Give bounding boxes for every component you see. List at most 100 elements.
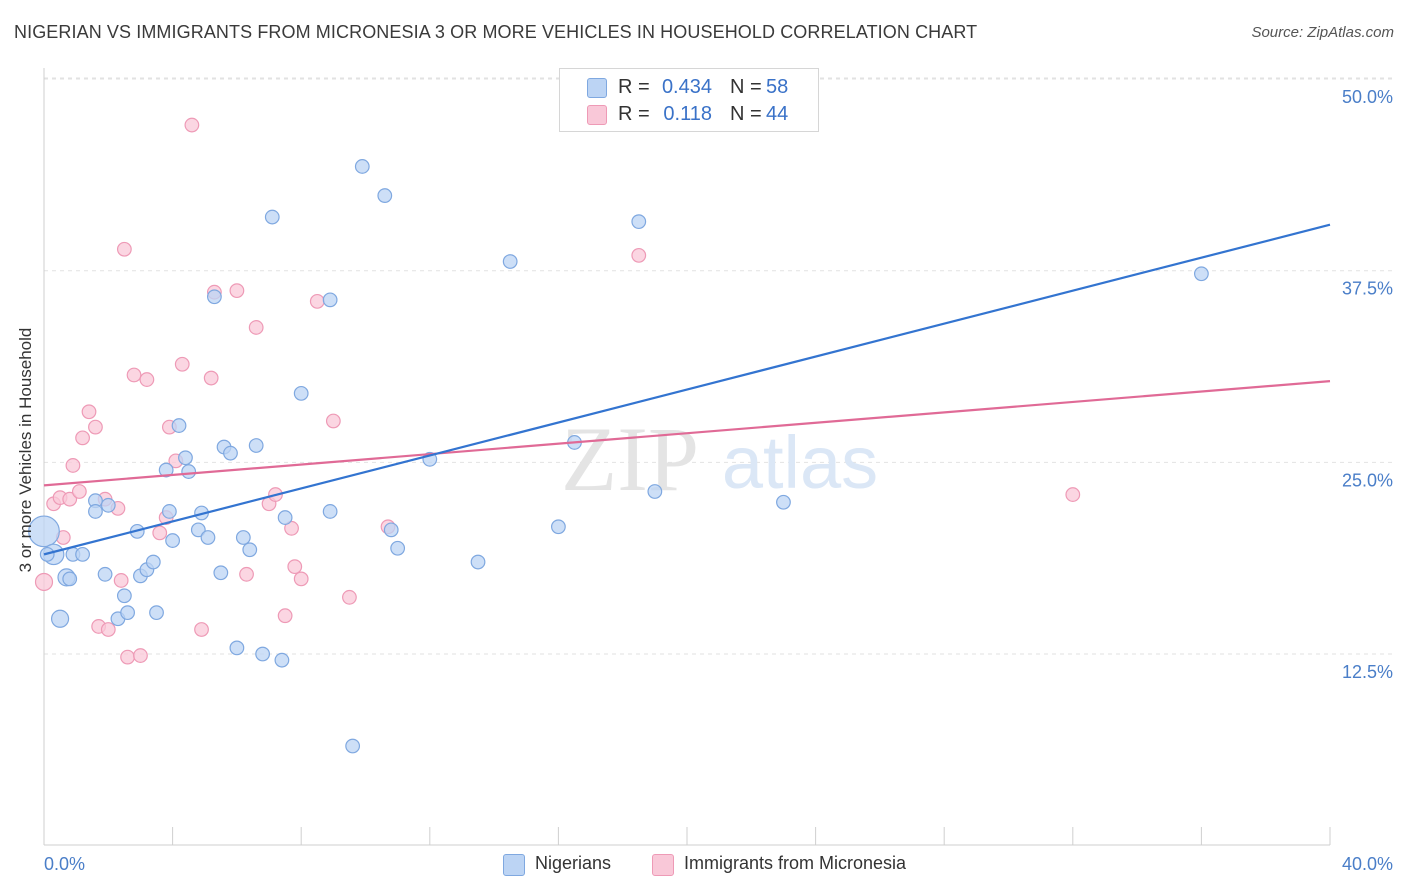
point-micronesia (631, 247, 647, 263)
trend-lines (43, 223, 1331, 556)
point-micronesia (65, 458, 81, 473)
legend-label: Nigerians (535, 853, 612, 873)
tick-labels: 12.5% 25.0% 37.5% 50.0% 0.0% 40.0% (44, 87, 1393, 874)
point-nigerians (470, 554, 486, 570)
source-credit: Source: ZipAtlas.com (1251, 24, 1394, 41)
point-micronesia (116, 241, 132, 257)
point-nigerians (255, 646, 271, 662)
stats-box: R = 0.434 N = 58 R = 0.118 N = 44 (559, 68, 819, 132)
point-nigerians (165, 533, 181, 548)
stats-n-label: N = (730, 103, 762, 125)
y-tick-label: 50.0% (1342, 87, 1393, 107)
point-micronesia (342, 589, 357, 605)
point-nigerians (293, 385, 309, 401)
point-micronesia (309, 293, 325, 309)
point-nigerians (75, 546, 90, 562)
point-nigerians (50, 609, 70, 628)
point-micronesia (184, 117, 200, 133)
point-micronesia (194, 622, 209, 637)
point-nigerians (274, 652, 290, 668)
point-nigerians (277, 510, 293, 525)
point-nigerians (116, 588, 132, 604)
stats-n-label: N = (730, 76, 762, 98)
point-nigerians (264, 209, 280, 225)
point-micronesia (1065, 487, 1081, 502)
point-nigerians (97, 566, 113, 582)
stats-n-value: 58 (766, 76, 789, 98)
point-micronesia (34, 572, 54, 592)
point-nigerians (551, 519, 566, 535)
legend: Nigerians Immigrants from Micronesia (0, 852, 1406, 878)
point-nigerians (354, 159, 370, 174)
point-nigerians (631, 214, 647, 230)
x-tick-label: 0.0% (44, 854, 85, 874)
axes (43, 68, 1331, 846)
point-nigerians (100, 497, 116, 513)
point-nigerians (345, 738, 361, 754)
chart-title: NIGERIAN VS IMMIGRANTS FROM MICRONESIA 3… (14, 22, 978, 42)
point-nigerians (149, 605, 164, 621)
y-tick-label: 25.0% (1342, 470, 1393, 490)
point-nigerians (383, 522, 399, 538)
point-nigerians (178, 450, 193, 466)
point-nigerians (158, 462, 174, 478)
point-micronesia (71, 484, 87, 499)
point-micronesia (88, 419, 103, 435)
stats-row-micronesia: R = 0.118 N = 44 (560, 101, 818, 127)
watermark-atlas: atlas (722, 421, 878, 504)
stats-row-nigerians: R = 0.434 N = 58 (560, 74, 818, 100)
y-tick-label: 37.5% (1342, 279, 1393, 299)
point-micronesia (152, 525, 168, 541)
point-nigerians (229, 640, 245, 656)
point-nigerians (776, 494, 791, 510)
point-nigerians (213, 565, 229, 581)
point-micronesia (113, 573, 129, 588)
stats-n-value: 44 (766, 103, 789, 125)
point-micronesia (248, 320, 264, 335)
stats-r-label: R = (618, 103, 650, 125)
stats-swatch-pink (587, 105, 607, 125)
point-nigerians (390, 540, 406, 556)
point-nigerians (62, 571, 78, 587)
point-nigerians (647, 484, 663, 499)
stats-r-value: 0.118 (663, 103, 712, 125)
point-micronesia (139, 372, 155, 387)
point-micronesia (133, 648, 148, 663)
stats-r-value: 0.434 (661, 76, 712, 98)
point-nigerians (145, 554, 161, 570)
legend-swatch-blue (503, 854, 525, 876)
x-tick-label: 40.0% (1342, 854, 1393, 874)
point-micronesia (239, 566, 254, 582)
point-nigerians (206, 289, 222, 305)
point-micronesia (120, 649, 135, 665)
point-nigerians (200, 530, 216, 545)
point-nigerians (223, 445, 238, 461)
point-nigerians (1193, 266, 1209, 282)
point-nigerians (120, 605, 135, 621)
point-nigerians (181, 464, 197, 479)
point-micronesia (62, 491, 78, 507)
point-micronesia (100, 622, 116, 637)
point-micronesia (284, 520, 299, 536)
trend-line-micronesia (43, 380, 1331, 487)
series-micronesia-points (34, 117, 1081, 665)
stats-r-label: R = (618, 76, 650, 98)
trend-line-nigerians (43, 223, 1331, 556)
point-micronesia (293, 571, 309, 587)
point-nigerians (171, 418, 187, 433)
point-nigerians (502, 254, 518, 269)
point-micronesia (126, 367, 142, 383)
point-micronesia (325, 413, 341, 429)
point-nigerians (322, 504, 338, 519)
point-micronesia (277, 608, 293, 624)
y-axis-label: 3 or more Vehicles in Household (16, 327, 35, 573)
point-nigerians (161, 504, 177, 519)
point-nigerians (322, 292, 338, 308)
legend-label: Immigrants from Micronesia (684, 853, 907, 873)
point-nigerians (190, 522, 206, 538)
point-micronesia (81, 404, 97, 420)
point-nigerians (377, 188, 393, 203)
point-nigerians (28, 515, 60, 548)
point-nigerians (235, 530, 251, 545)
